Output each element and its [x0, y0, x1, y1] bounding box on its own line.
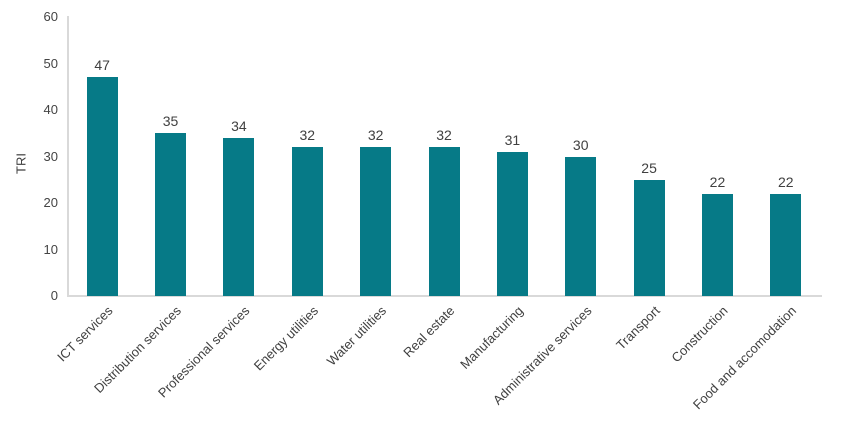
bar: [770, 193, 802, 296]
bar-value-label: 25: [641, 159, 657, 176]
y-tick-label: 20: [43, 195, 58, 210]
y-axis-line: [67, 16, 69, 297]
bar: [496, 151, 528, 296]
x-category-label: ICT services: [54, 303, 116, 365]
bar-value-label: 47: [94, 57, 110, 74]
x-axis-line: [67, 295, 822, 297]
bar: [428, 147, 460, 296]
y-tick-label: 60: [43, 9, 58, 24]
x-category-label: Water utilities: [323, 303, 390, 369]
bar-value-label: 31: [504, 131, 521, 148]
y-tick-label: 30: [43, 148, 58, 164]
bar: [155, 133, 187, 296]
x-category-label: Transport: [613, 303, 663, 353]
bar: [565, 156, 597, 296]
x-category-label: Energy utilities: [250, 303, 321, 374]
bar-value-label: 32: [436, 127, 452, 144]
bar: [86, 77, 118, 296]
bar-value-label: 22: [778, 173, 794, 190]
bar-value-label: 22: [709, 173, 726, 190]
bar: [223, 137, 255, 296]
bar: [360, 147, 392, 296]
y-tick-label: 40: [43, 102, 58, 117]
bar: [633, 179, 665, 296]
y-tick-label: 0: [50, 288, 58, 303]
bar-value-label: 35: [162, 113, 179, 130]
bar-value-label: 34: [231, 117, 247, 134]
y-tick-label: 10: [43, 241, 58, 257]
bar-value-label: 32: [367, 127, 384, 144]
bar: [701, 193, 733, 296]
bar-value-label: 32: [299, 127, 316, 144]
x-category-label: Manufacturing: [457, 303, 526, 372]
bar: [291, 147, 323, 296]
y-tick-label: 50: [43, 55, 58, 71]
x-category-label: Construction: [668, 303, 732, 366]
bar-value-label: 30: [572, 136, 589, 153]
x-category-label: Real estate: [400, 303, 458, 361]
